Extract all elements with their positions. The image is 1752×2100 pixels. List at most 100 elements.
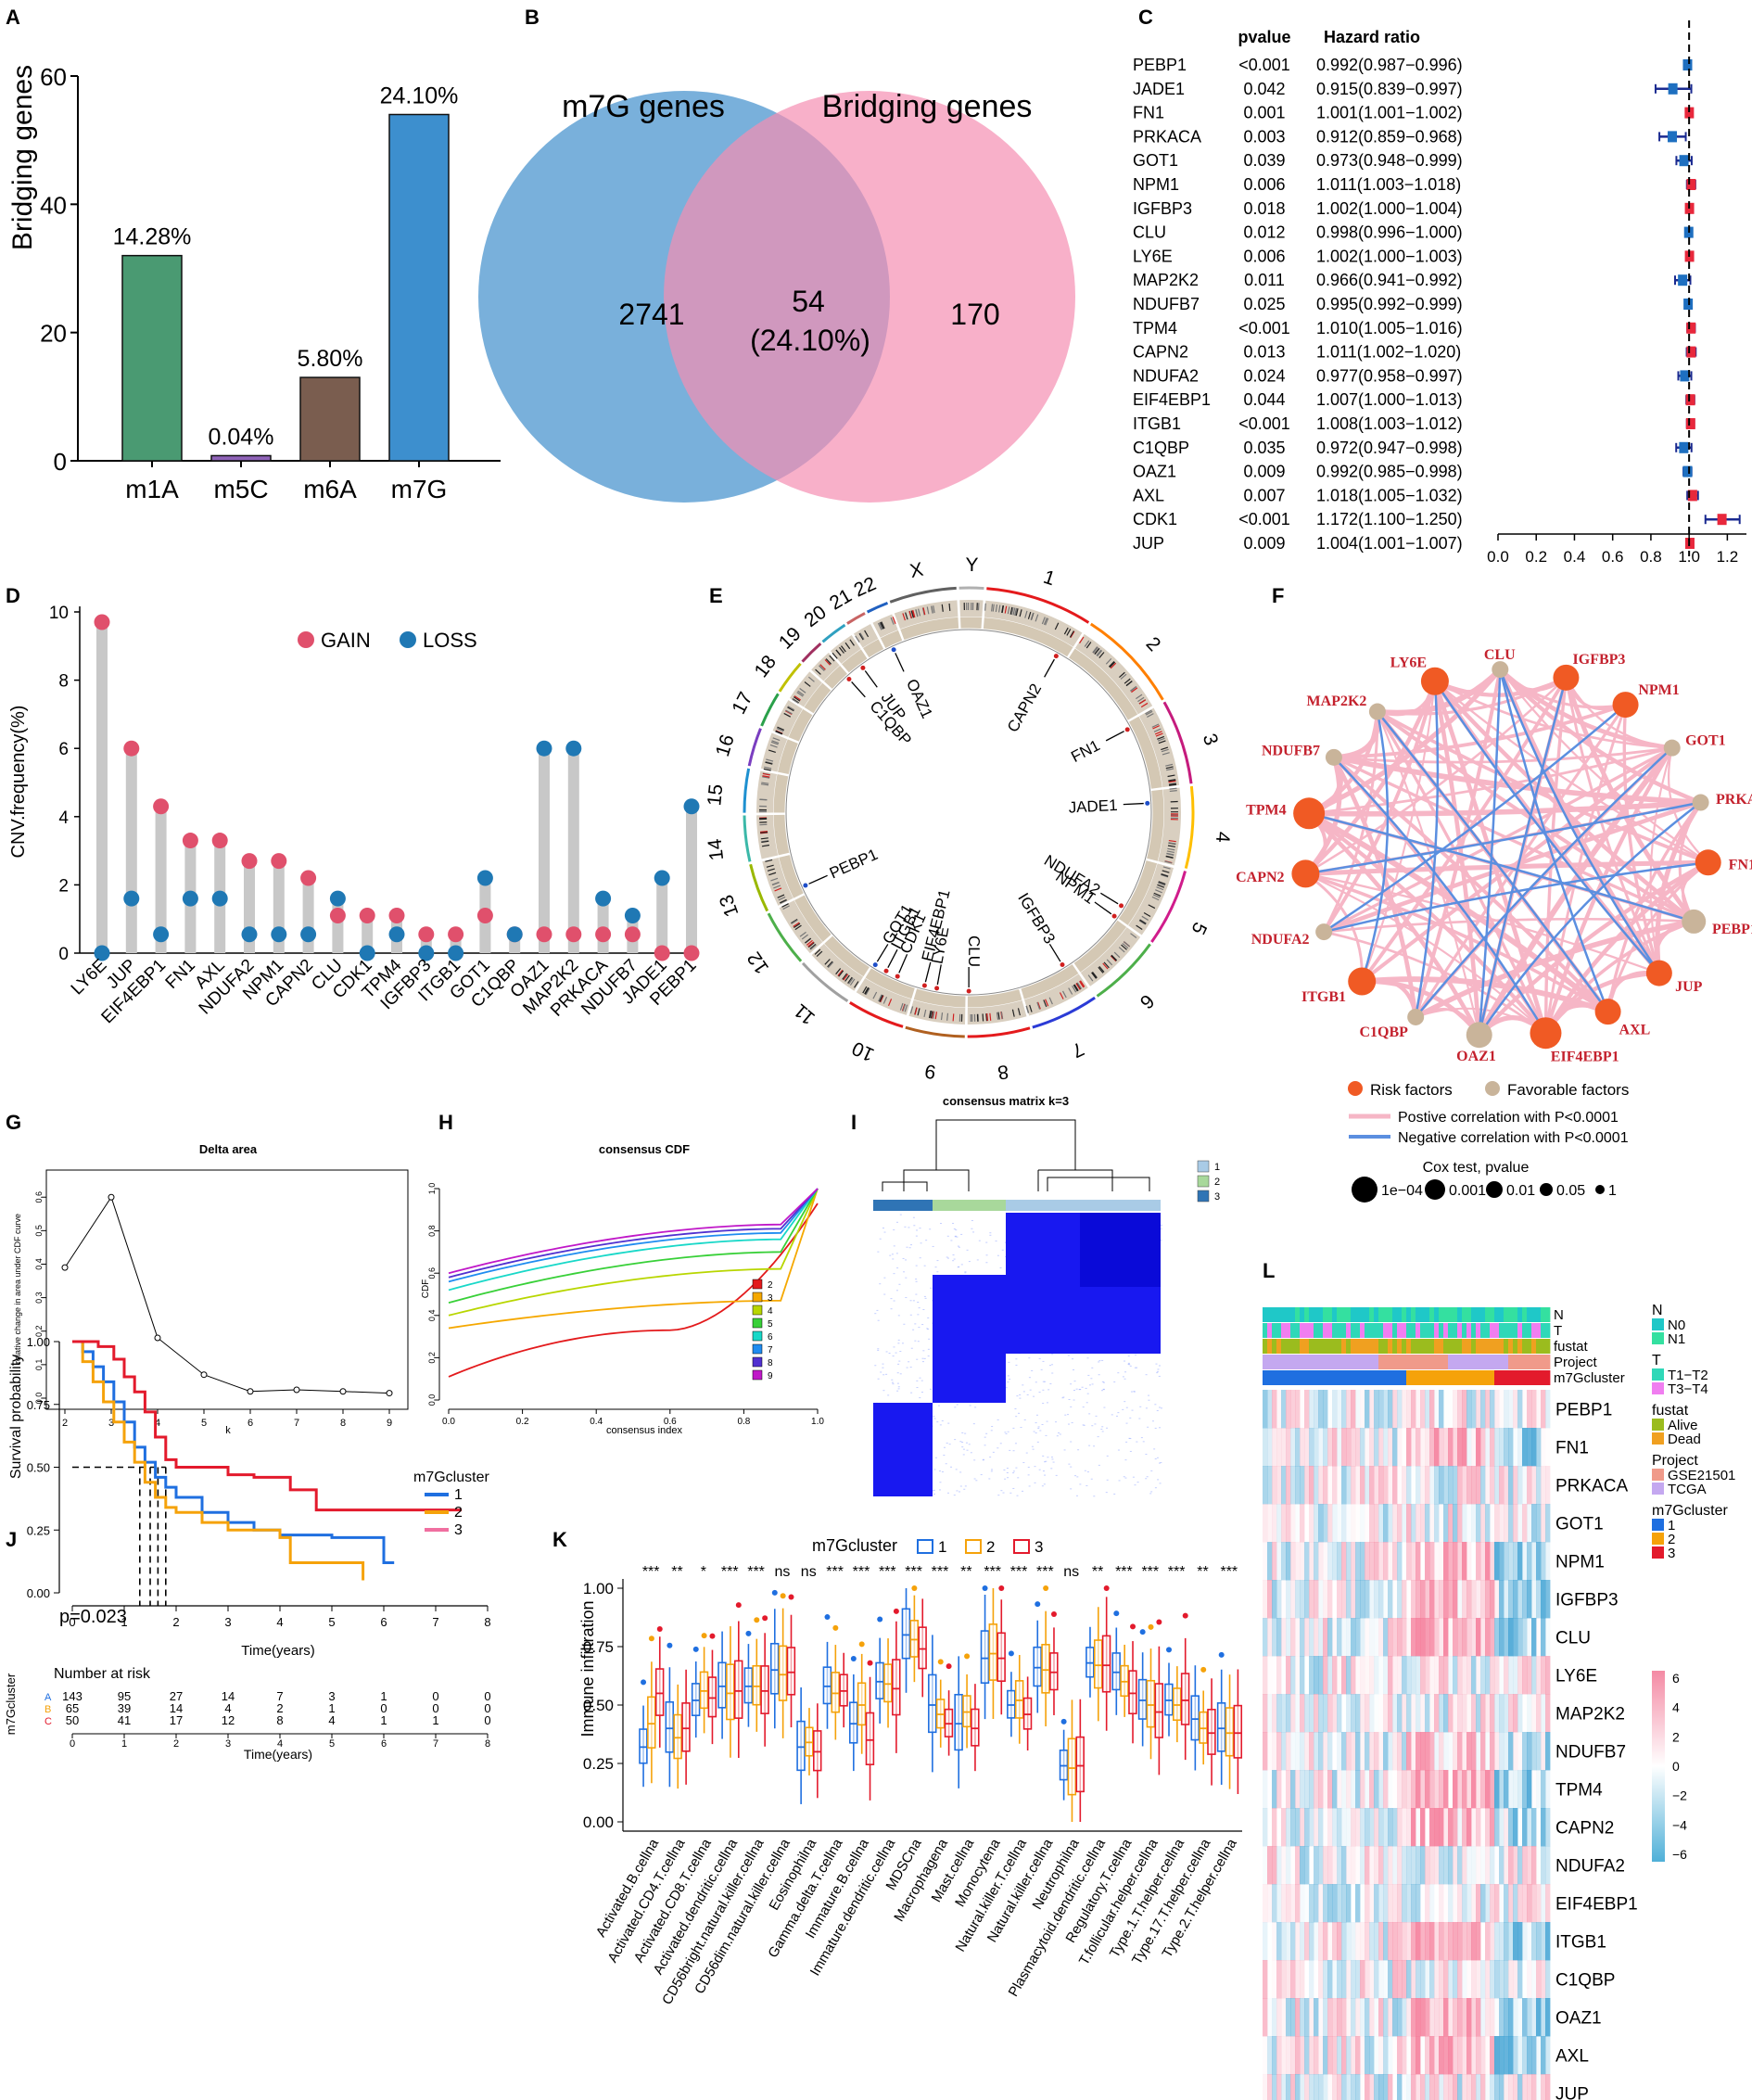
panel-i-noise: [893, 1346, 895, 1348]
heat-annot-cell: [1425, 1339, 1430, 1354]
heat-annot-cell: [1494, 1307, 1500, 1322]
heat-cell: [1429, 1656, 1435, 1695]
panel-i-noise: [939, 1482, 942, 1483]
panel-d-ytick-label: 8: [58, 672, 69, 692]
panel-k-box: [971, 1708, 980, 1747]
heat-annot-cell: [1527, 1307, 1532, 1322]
circos-band: [1027, 611, 1032, 619]
panel-i-noise: [962, 1454, 965, 1456]
heat-cell: [1453, 1656, 1458, 1695]
heat-cell: [1295, 1770, 1301, 1809]
heat-annot-cell: [1499, 1323, 1504, 1338]
panel-i-noise: [943, 1455, 946, 1457]
heat-annot-cell: [1490, 1339, 1495, 1354]
panel-a-bar-label: 24.10%: [380, 83, 459, 109]
forest-gene: IGFBP3: [1133, 199, 1192, 218]
panel-i-noise: [1086, 1357, 1089, 1359]
heat-annot-cell: [1448, 1323, 1454, 1338]
heat-annot-cell: [1290, 1355, 1296, 1369]
panel-i-noise: [1127, 1355, 1130, 1357]
heat-annot-cell: [1494, 1323, 1500, 1338]
panel-k-outlier: [1008, 1650, 1014, 1657]
heat-cell: [1378, 1922, 1384, 1961]
heat-cell: [1443, 1466, 1449, 1505]
panel-i-noise: [1016, 1495, 1019, 1496]
panel-i-noise: [1094, 1423, 1097, 1425]
heat-cell: [1429, 1808, 1435, 1847]
heat-annot-cell: [1453, 1339, 1458, 1354]
heat-cell: [1281, 1656, 1286, 1694]
heat-cell: [1263, 1466, 1268, 1505]
panel-i-noise: [1012, 1487, 1015, 1489]
heat-gene-label: JUP: [1555, 2085, 1589, 2100]
circos-band: [1092, 971, 1098, 979]
circos-band: [1048, 997, 1053, 1005]
heat-cell: [1545, 1618, 1551, 1657]
panel-i-noise: [1000, 1490, 1003, 1492]
heat-annot-cell: [1341, 1355, 1347, 1369]
heat-cell: [1318, 1922, 1324, 1961]
heat-cell: [1355, 2036, 1361, 2075]
forest-point: [1686, 322, 1696, 334]
heat-cell: [1429, 1466, 1435, 1505]
circos-ideogram: [967, 999, 1027, 1025]
panel-k-outlier: [964, 1653, 971, 1660]
panel-k-box: [796, 1720, 806, 1772]
panel-i-noise: [1005, 1387, 1008, 1389]
panel-i-noise: [912, 1216, 915, 1218]
circos-band: [992, 604, 995, 612]
circos-band: [766, 864, 774, 868]
size-legend-label: 1e−04: [1381, 1183, 1423, 1199]
heat-annot-cell: [1314, 1323, 1319, 1338]
panel-i-noise: [1070, 1441, 1073, 1443]
heat-cell: [1355, 1466, 1361, 1505]
panel-i-cluster-block: [1034, 1293, 1089, 1349]
heat-cell: [1406, 1808, 1412, 1847]
risk-cell: 0: [484, 1713, 490, 1727]
panel-h-cdf-curve: [448, 1188, 819, 1275]
panel-i-noise: [1012, 1470, 1015, 1472]
heat-cell: [1457, 1618, 1463, 1657]
circos-band: [918, 608, 921, 617]
heat-annot-cell: [1272, 1339, 1277, 1354]
panel-a-ytick-label: 40: [40, 191, 67, 219]
heat-cell: [1466, 1618, 1472, 1657]
panel-k-ytick-label: 0.75: [583, 1638, 614, 1656]
panel-i-noise: [899, 1373, 902, 1375]
heat-cell: [1448, 1618, 1454, 1657]
heat-cell: [1295, 1428, 1301, 1467]
panel-i-noise: [879, 1283, 882, 1285]
heat-cell: [1388, 1960, 1393, 1999]
heat-cell: [1383, 1618, 1389, 1657]
heat-annot-cell: [1388, 1307, 1393, 1322]
circos-band: [793, 696, 801, 702]
panel-i-noise: [1118, 1480, 1121, 1482]
panel-i-noise: [1068, 1399, 1071, 1401]
panel-i-noise: [1004, 1478, 1007, 1480]
panel-i-noise: [925, 1240, 928, 1241]
heat-cell: [1365, 1542, 1370, 1581]
heat-cell: [1466, 1428, 1472, 1467]
panel-i-legend-label: 2: [1214, 1177, 1220, 1188]
heat-cell: [1397, 1618, 1403, 1657]
panel-i-noise: [1084, 1470, 1086, 1471]
circos-band: [1136, 694, 1143, 700]
panel-k-sig: ***: [932, 1564, 949, 1580]
heat-cell: [1411, 1466, 1416, 1504]
circos-band: [783, 712, 792, 718]
heat-legend-title: m7Gcluster: [1652, 1503, 1728, 1519]
panel-i-noise: [1001, 1249, 1004, 1251]
panel-k-sig: **: [960, 1564, 971, 1580]
heat-cell: [1318, 2074, 1324, 2100]
heat-cell: [1327, 1960, 1333, 1999]
heat-annot-cell: [1443, 1323, 1449, 1338]
panel-j-median-lines: [72, 1466, 167, 1606]
panel-i-noise: [1146, 1476, 1149, 1478]
forest-point: [1686, 179, 1696, 190]
heat-cell: [1397, 1656, 1403, 1695]
heat-cell: [1448, 1580, 1454, 1619]
heat-cell: [1397, 2036, 1403, 2075]
heat-cell: [1457, 1390, 1463, 1429]
panel-i-noise: [950, 1240, 953, 1241]
panel-g-xtick-label: 7: [294, 1418, 299, 1429]
